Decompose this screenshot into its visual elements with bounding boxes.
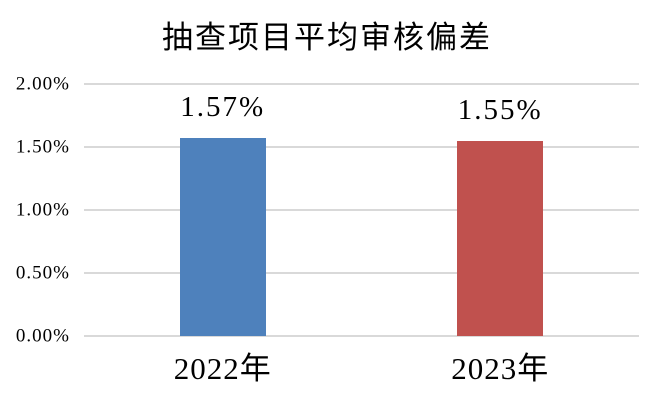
bar-value-label: 1.57%	[180, 91, 266, 124]
x-axis-category-label: 2023年	[451, 351, 550, 386]
gridline	[84, 209, 639, 211]
bar-2023	[457, 140, 544, 336]
y-axis-tick-label: 0.50%	[15, 262, 70, 284]
plot-area: 1.57% 1.55%	[84, 83, 639, 337]
y-axis-tick-label: 2.00%	[15, 73, 70, 95]
x-axis-category-label: 2022年	[173, 351, 272, 386]
chart-title: 抽查项目平均审核偏差	[162, 20, 492, 55]
y-axis-tick-label: 1.50%	[15, 136, 70, 158]
gridline	[84, 335, 639, 337]
y-axis: 0.00% 0.50% 1.00% 1.50% 2.00%	[0, 75, 74, 346]
y-axis-tick-label: 1.00%	[15, 199, 70, 221]
y-axis-tick-label: 0.00%	[15, 325, 70, 347]
bar-value-label: 1.55%	[457, 93, 543, 126]
gridline	[84, 272, 639, 274]
gridline	[84, 146, 639, 148]
x-axis: 2022年 2023年	[84, 336, 639, 406]
gridline	[84, 83, 639, 85]
bar-2022	[179, 138, 266, 336]
